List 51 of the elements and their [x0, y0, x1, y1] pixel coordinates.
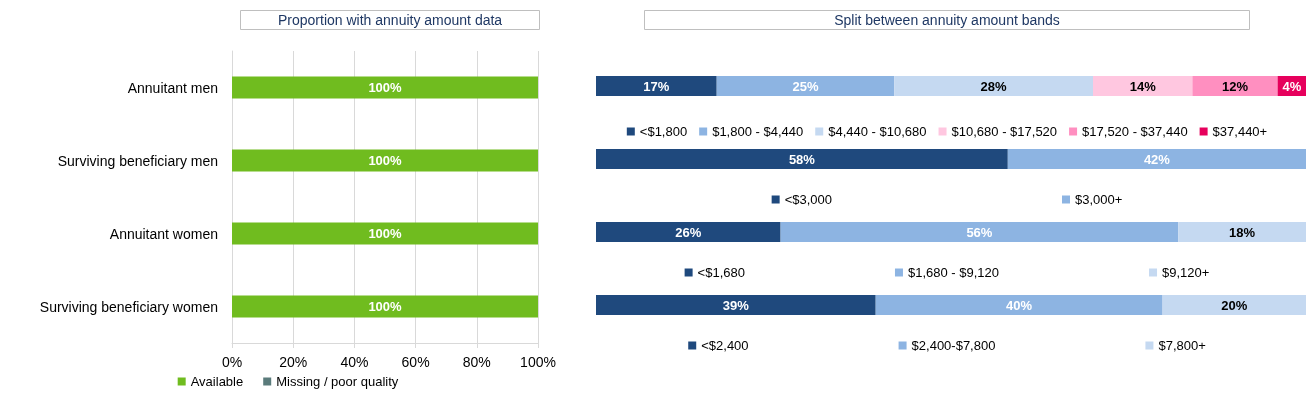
legend-label: Missing / poor quality — [276, 374, 399, 389]
bar — [716, 76, 895, 96]
y-tick-label: Surviving beneficiary men — [57, 152, 218, 169]
y-tick-label: Surviving beneficiary women — [39, 298, 218, 315]
data-label: 100% — [368, 80, 403, 95]
legend-label: Available — [190, 374, 244, 389]
x-tick-label: 80% — [462, 354, 491, 370]
data-label: 26% — [675, 224, 702, 240]
legend-label: $1,680 - $9,120 — [907, 265, 1000, 280]
chart-title: Proportion with annuity amount data — [278, 12, 503, 28]
x-tick-label: 40% — [340, 354, 369, 370]
legend-label: $10,680 - $17,520 — [951, 124, 1058, 139]
y-tick-label: Annuitant women — [109, 225, 218, 242]
bar — [1093, 76, 1193, 96]
data-label: 100% — [368, 153, 403, 168]
legend-label: $2,400-$7,800 — [911, 338, 996, 353]
bar — [894, 76, 1093, 96]
data-label: 17% — [643, 78, 670, 94]
legend-label: $3,000+ — [1075, 192, 1123, 207]
legend-label: $37,440+ — [1212, 124, 1268, 139]
data-label: 40% — [1006, 297, 1033, 313]
data-label: 14% — [1129, 78, 1157, 94]
legend-label: <$2,400 — [701, 338, 749, 353]
legend-label: $1,800 - $4,440 — [712, 124, 804, 139]
data-label: 58% — [788, 151, 816, 167]
data-label: 4% — [1282, 78, 1302, 94]
legend-label: $17,520 - $37,440 — [1082, 124, 1188, 139]
x-tick-label: 100% — [520, 354, 556, 370]
y-tick-label: Annuitant men — [127, 79, 218, 96]
data-label: 39% — [722, 297, 750, 313]
x-tick-label: 20% — [279, 354, 308, 370]
legend-label: $7,800+ — [1158, 338, 1206, 353]
legend-label: <$3,000 — [784, 192, 833, 207]
data-label: 18% — [1229, 224, 1256, 240]
data-label: 56% — [966, 224, 993, 240]
data-label: 100% — [368, 299, 403, 314]
legend-label: <$1,680 — [697, 265, 745, 280]
legend-label: $4,440 - $10,680 — [828, 124, 927, 139]
data-label: 100% — [368, 226, 403, 241]
bar — [1192, 76, 1278, 96]
chart-title: Split between annuity amount bands — [834, 12, 1060, 28]
x-tick-label: 60% — [401, 354, 430, 370]
data-label: 28% — [980, 78, 1008, 94]
data-label: 12% — [1221, 78, 1249, 94]
legend-label: $9,120+ — [1162, 265, 1210, 280]
legend-label: <$1,800 — [639, 124, 688, 139]
data-label: 20% — [1221, 297, 1248, 313]
data-label: 25% — [792, 78, 819, 94]
data-label: 42% — [1143, 151, 1171, 167]
bar — [596, 76, 717, 96]
x-tick-label: 0% — [221, 354, 243, 370]
